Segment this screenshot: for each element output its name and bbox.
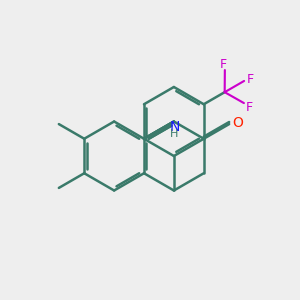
Text: F: F	[247, 73, 254, 86]
Text: H: H	[170, 128, 179, 139]
Text: F: F	[220, 58, 227, 71]
Text: N: N	[169, 120, 180, 134]
Text: F: F	[246, 101, 253, 114]
Text: O: O	[232, 116, 243, 130]
